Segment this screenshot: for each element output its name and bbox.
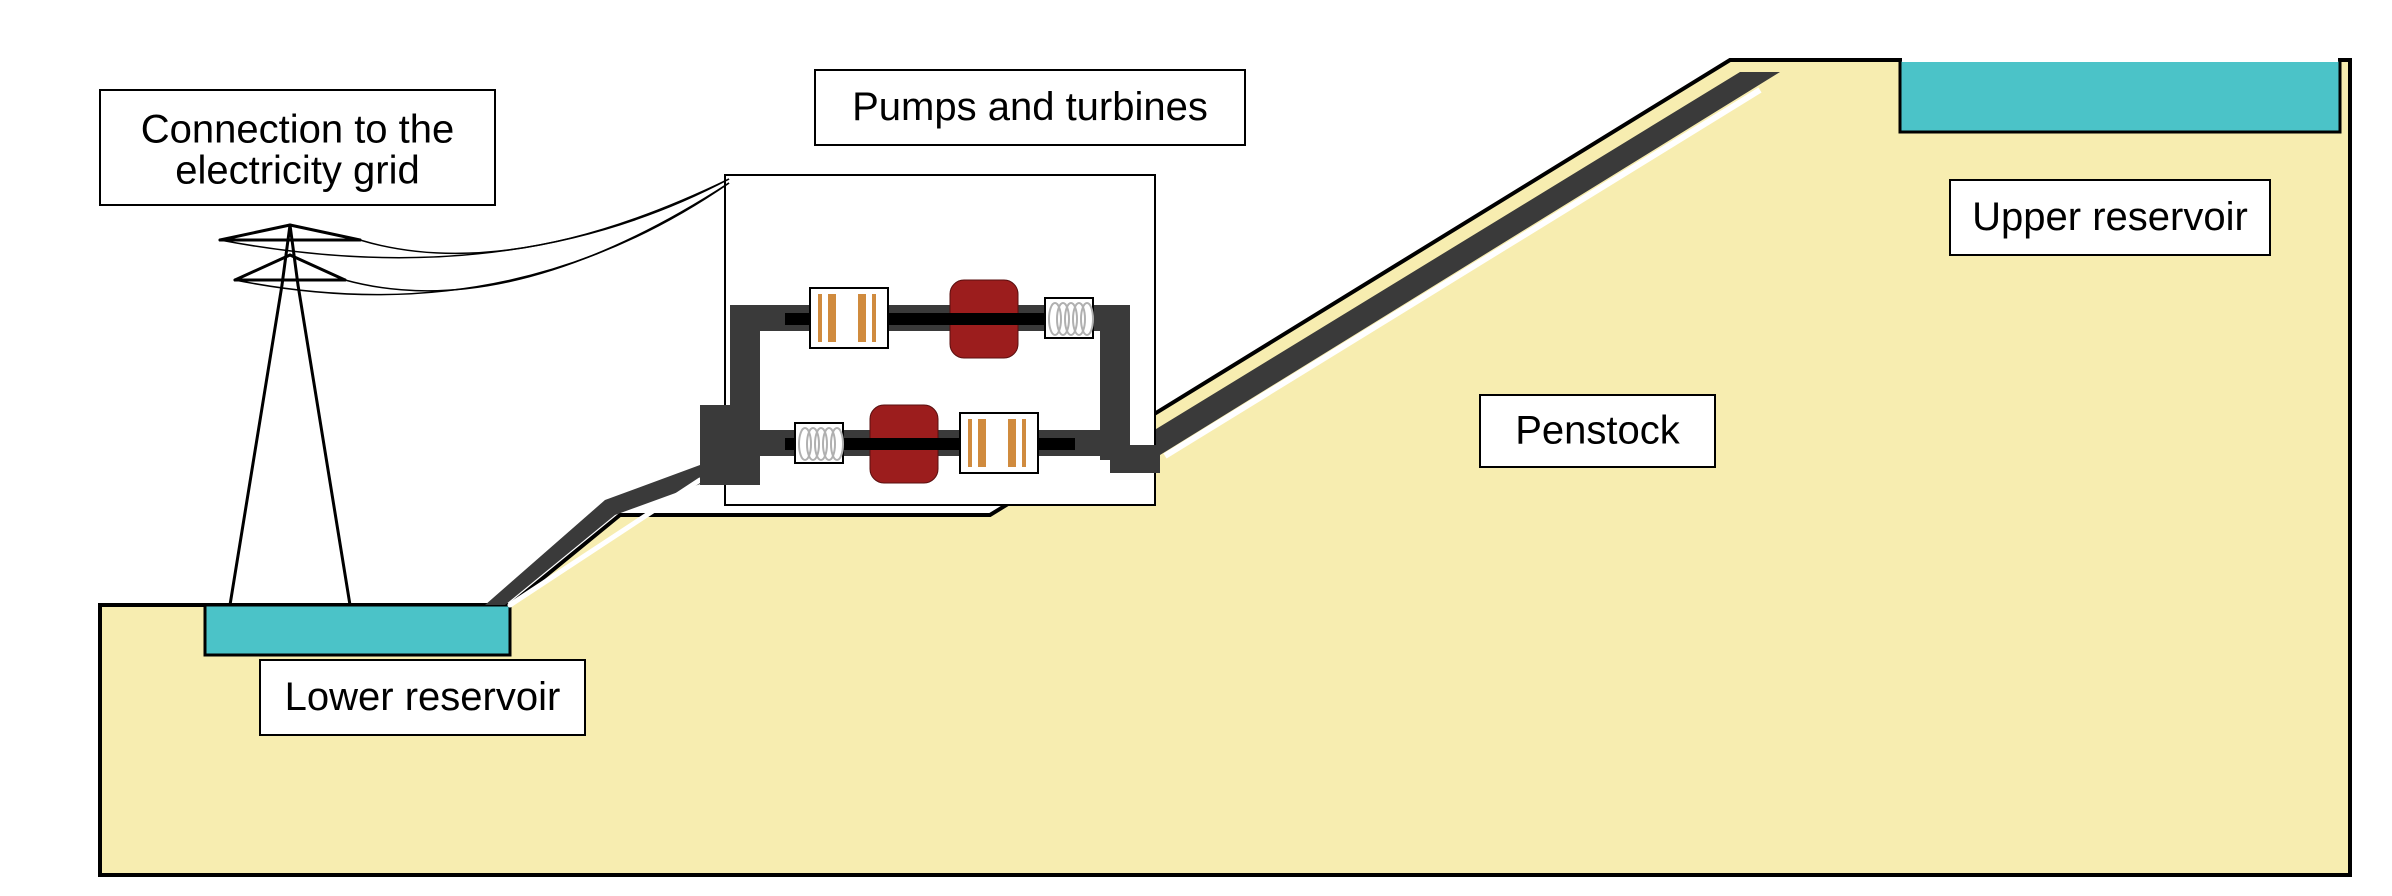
- upper-label: Upper reservoir: [1950, 180, 2270, 255]
- pumps-label: Pumps and turbines: [815, 70, 1245, 145]
- upper-label-text: Upper reservoir: [1972, 195, 2248, 239]
- pumps-label-text: Pumps and turbines: [852, 85, 1208, 129]
- upper-reservoir-water: [1900, 60, 2340, 132]
- penstock-label-text: Penstock: [1515, 409, 1681, 453]
- transmission-tower: [220, 225, 360, 605]
- lower-reservoir-water: [205, 605, 510, 655]
- grid-label: Connection to theelectricity grid: [100, 90, 495, 205]
- penstock-label: Penstock: [1480, 395, 1715, 467]
- lower-label-text: Lower reservoir: [285, 675, 561, 719]
- lower-label: Lower reservoir: [260, 660, 585, 735]
- grid-label-text-1: Connection to the: [141, 108, 455, 152]
- grid-label-text-2: electricity grid: [175, 148, 420, 192]
